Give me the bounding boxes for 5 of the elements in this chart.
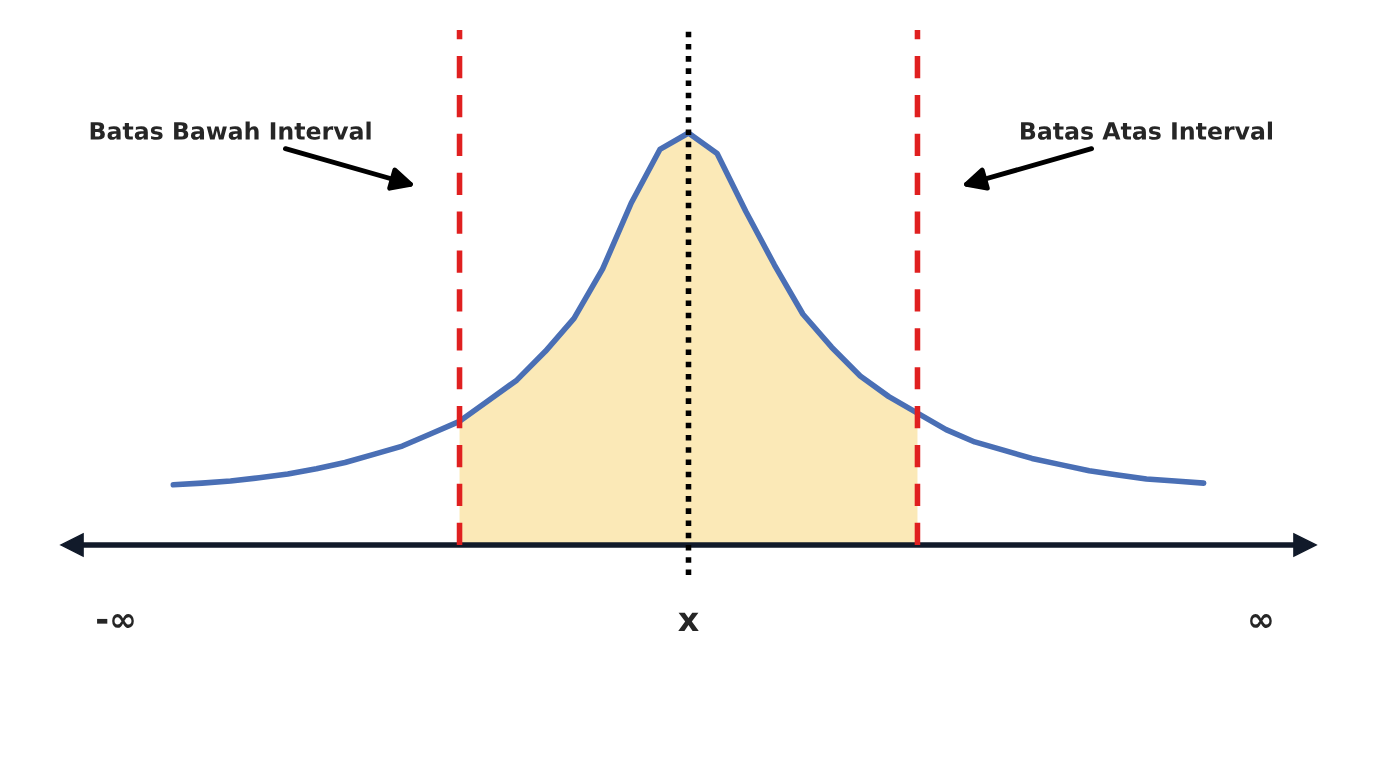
annotation: Batas Bawah Interval — [90, 121, 371, 140]
x-tick-label: x — [678, 612, 699, 631]
annotation: Batas Atas Interval — [1021, 121, 1273, 140]
x-tick-label: -∞ — [97, 614, 134, 628]
x-tick-label: ∞ — [1250, 614, 1272, 628]
